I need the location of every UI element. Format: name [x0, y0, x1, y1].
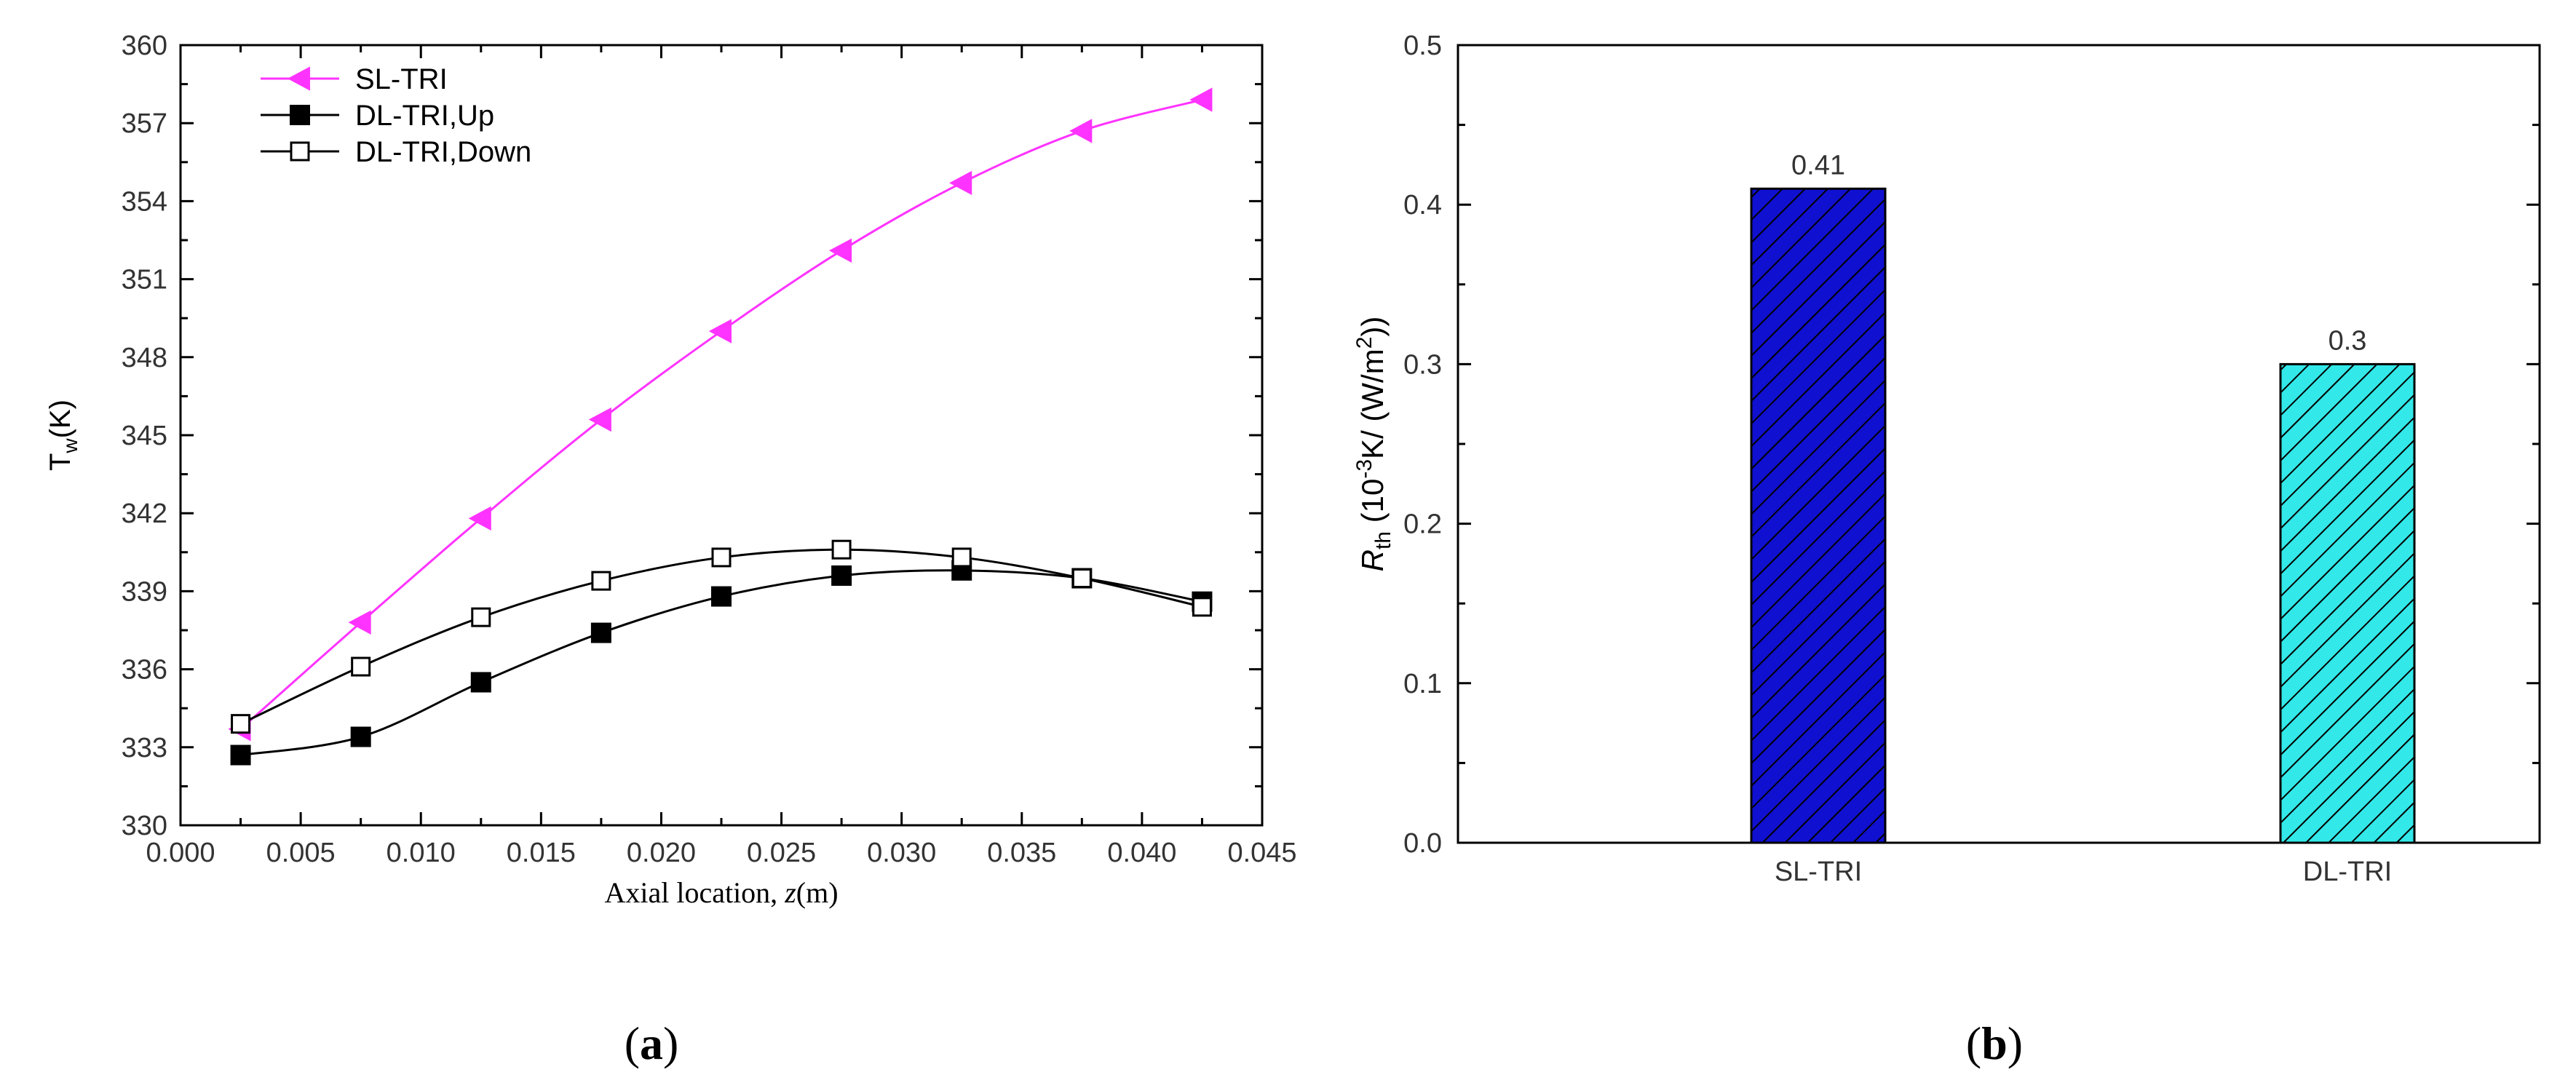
- x-tick-label-a: 0.010: [387, 838, 456, 868]
- y-tick-label-a: 360: [122, 31, 167, 61]
- y-tick-label-b: 0.4: [1403, 190, 1442, 221]
- y-axis-label-a: Tw(K): [44, 400, 82, 471]
- x-tick-label-a: 0.000: [146, 838, 215, 868]
- data-point: [471, 607, 491, 627]
- legend-marker: [287, 66, 310, 91]
- legend-entry: DL-TRI,Down: [261, 136, 531, 168]
- y-tick-label-a: 354: [122, 186, 167, 217]
- legend-label: DL-TRI,Up: [355, 100, 494, 132]
- x-tick-label-a: 0.020: [627, 838, 696, 868]
- y-tick-label-a: 339: [122, 576, 167, 607]
- data-point: [230, 744, 251, 766]
- bar: [1750, 187, 1887, 844]
- x-tick-label-b: DL-TRI: [2303, 857, 2392, 887]
- data-point: [711, 586, 732, 607]
- data-point: [949, 170, 972, 196]
- legend-label: SL-TRI: [355, 63, 448, 95]
- legend-entry: SL-TRI: [261, 63, 448, 95]
- data-point: [1189, 87, 1213, 112]
- x-tick-label-a: 0.025: [747, 838, 816, 868]
- y-tick-label-a: 357: [122, 108, 167, 139]
- data-point: [1069, 119, 1093, 143]
- data-point: [711, 547, 732, 568]
- y-tick-label-a: 342: [122, 499, 167, 529]
- x-tick-label-a: 0.005: [266, 838, 336, 868]
- y-tick-label-a: 333: [122, 733, 167, 763]
- data-point: [831, 539, 852, 560]
- data-point: [708, 319, 732, 344]
- legend-label: DL-TRI,Down: [355, 136, 531, 168]
- legend-entry: DL-TRI,Up: [261, 100, 494, 132]
- panel-label-a: (a): [625, 1017, 679, 1069]
- y-tick-label-b: 0.2: [1403, 509, 1442, 540]
- series-dl-tri-up: [230, 560, 1213, 766]
- y-tick-label-a: 330: [122, 811, 167, 841]
- data-point: [588, 407, 611, 432]
- line-chart-a: 0.000 0.005 0.010 0.015 0.020 0.025 0.030 0.035…: [44, 31, 1297, 909]
- y-tick-label-a: 351: [122, 265, 167, 295]
- y-tick-label-b: 0.5: [1403, 31, 1442, 61]
- y-tick-label-a: 336: [122, 655, 167, 686]
- plot-frame-a: [179, 44, 1264, 827]
- panel-label-b: (b): [1966, 1017, 2023, 1069]
- series-line: [239, 98, 1202, 730]
- x-tick-label-a: 0.040: [1107, 838, 1176, 868]
- series-a: [228, 87, 1213, 766]
- bar: [2279, 362, 2416, 844]
- series-dl-tri-down: [231, 539, 1212, 734]
- x-tick-label-a: 0.045: [1227, 838, 1296, 868]
- legend-a: SL-TRI DL-TRI,Up DL-TRI,Down: [261, 63, 531, 168]
- data-point: [831, 565, 852, 586]
- legend-marker: [290, 141, 310, 162]
- bars-b: 0.41 0.3: [1750, 150, 2416, 844]
- y-tick-label-a: 345: [122, 421, 167, 451]
- data-point: [951, 547, 972, 568]
- data-point: [468, 506, 491, 531]
- x-tick-label-a: 0.030: [867, 838, 936, 868]
- x-tick-label-a: 0.015: [507, 838, 576, 868]
- data-point: [1192, 597, 1212, 617]
- data-point: [351, 656, 371, 677]
- x-tick-label-b: SL-TRI: [1775, 857, 1862, 887]
- bar-group-dl-tri: 0.3: [2279, 325, 2416, 844]
- data-point: [1071, 568, 1092, 589]
- data-label: 0.41: [1791, 150, 1845, 180]
- data-point: [470, 672, 491, 693]
- legend-marker: [290, 105, 310, 125]
- y-tick-label-b: 0.3: [1403, 349, 1442, 380]
- data-point: [591, 571, 611, 591]
- axis-ticks-b: 0.0 0.1 0.2 0.3 0.4 0.5 SL-TRI DL-TRI: [1403, 31, 2540, 887]
- bar-chart-b: 0.0 0.1 0.2 0.3 0.4 0.5 SL-TRI DL-TRI 0.41 0.3 R…: [1352, 31, 2541, 887]
- y-axis-label-b: Rth (10-3K/ (W/m2)): [1352, 317, 1395, 572]
- data-point: [348, 610, 371, 635]
- axis-ticks-a: 0.000 0.005 0.010 0.015 0.020 0.025 0.030 0.035…: [122, 31, 1297, 868]
- data-label: 0.3: [2329, 325, 2367, 356]
- y-tick-label-a: 348: [122, 343, 167, 373]
- x-tick-label-a: 0.035: [987, 838, 1056, 868]
- y-tick-label-b: 0.1: [1403, 669, 1442, 699]
- data-point: [828, 238, 852, 263]
- x-axis-label-a: Axial location, z(m): [604, 876, 838, 909]
- data-point: [350, 726, 371, 747]
- y-tick-label-b: 0.0: [1403, 828, 1442, 859]
- bar-group-sl-tri: 0.41: [1750, 150, 1887, 844]
- series-sl-tri: [228, 87, 1213, 742]
- data-point: [231, 714, 251, 734]
- data-point: [590, 622, 611, 643]
